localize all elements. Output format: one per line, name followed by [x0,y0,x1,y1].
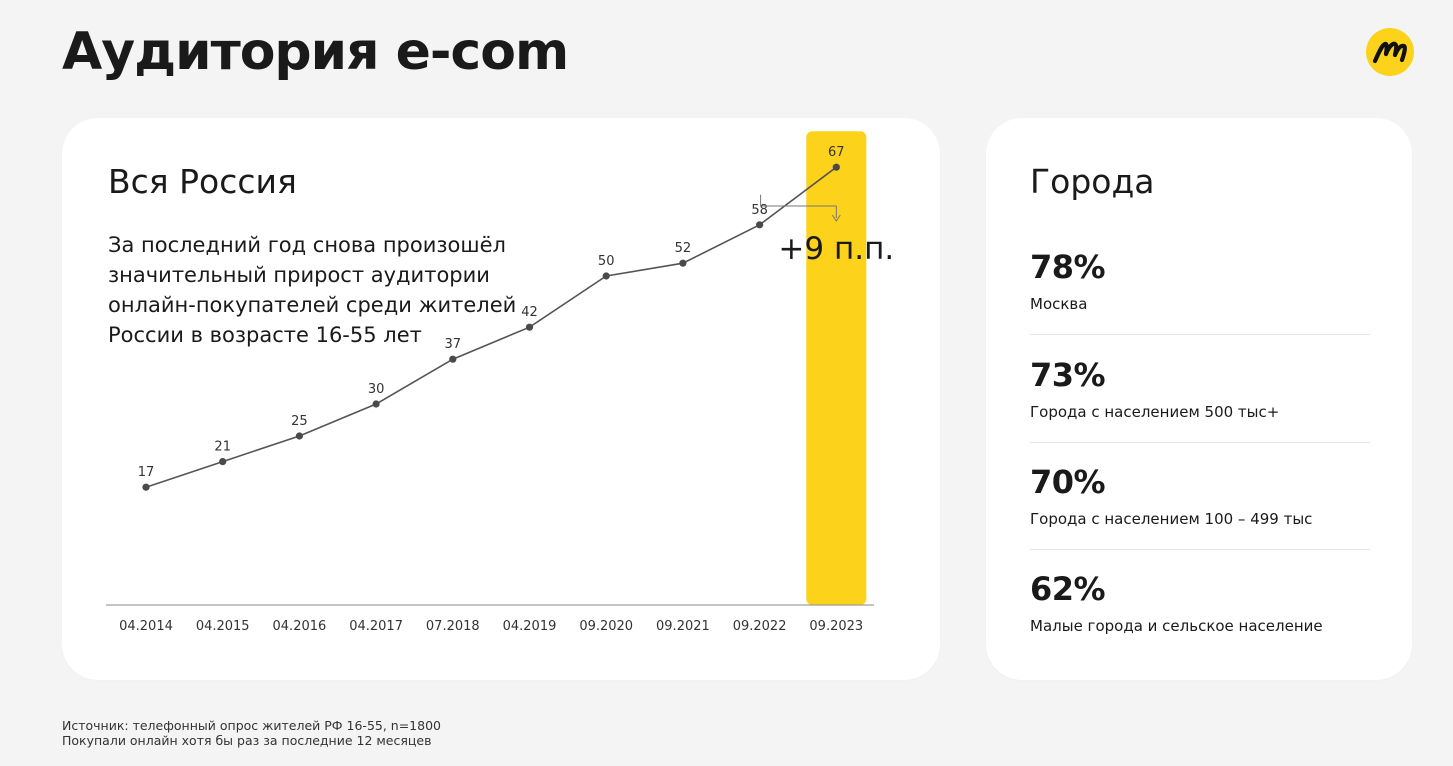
highlight-bar [806,131,867,605]
metric-moscow: 78% Москва [1030,248,1370,314]
x-tick-label: 04.2017 [349,619,403,634]
metric-divider [1030,334,1370,335]
russia-card-title: Вся Россия [108,162,297,201]
data-point [679,259,687,267]
data-point [756,221,764,229]
data-point [219,458,227,466]
cities-card: Города 78% Москва 73% Города с население… [986,118,1412,680]
metric-label: Москва [1030,295,1088,313]
data-label: 58 [751,203,768,218]
data-point [832,163,840,171]
x-tick-label: 04.2014 [119,619,173,634]
x-tick-label: 09.2020 [579,619,633,634]
page-title: Аудитория e-com [62,22,569,82]
annotation-bracket [760,194,837,218]
data-point [142,483,150,491]
data-point [525,323,534,331]
metric-small-towns: 62% Малые города и сельское население [1030,570,1370,636]
footnote: Источник: телефонный опрос жителей РФ 16… [62,718,441,748]
russia-card-description: За последний год снова произошёл значите… [108,233,517,347]
data-label: 21 [214,440,231,455]
metric-value: 73% [1030,356,1106,394]
data-label: 50 [598,254,615,269]
data-label: 25 [291,414,308,429]
delta-annotation: +9 п.п. [778,231,894,267]
data-label: 42 [521,305,538,320]
data-point [295,432,303,440]
cities-card-title: Города [1030,162,1155,201]
footnote-source: Источник: телефонный опрос жителей РФ 16… [62,718,441,733]
metric-value: 62% [1030,570,1106,608]
metric-label: Города с населением 100 – 499 тыс [1030,510,1313,528]
metric-label: Города с населением 500 тыс+ [1030,403,1280,421]
data-label: 17 [138,465,155,480]
data-label: 52 [675,241,692,256]
x-tick-label: 09.2022 [733,619,787,634]
metric-value: 78% [1030,248,1106,286]
x-tick-label: 09.2023 [809,619,863,634]
x-tick-label: 04.2015 [196,619,250,634]
metric-divider [1030,549,1370,550]
footnote-note: Покупали онлайн хотя бы раз за последние… [62,733,432,748]
brand-logo-icon [1366,28,1414,76]
metric-label: Малые города и сельское население [1030,617,1323,635]
data-label: 37 [445,337,462,352]
x-tick-label: 09.2021 [656,619,710,634]
russia-card: Вся Россия За последний год снова произо… [62,118,940,680]
metric-divider [1030,442,1370,443]
x-tick-label: 07.2018 [426,619,480,634]
data-point [449,355,457,363]
data-label: 30 [368,382,385,397]
data-point [372,400,380,408]
metric-500k-cities: 73% Города с населением 500 тыс+ [1030,356,1370,422]
x-tick-label: 04.2016 [273,619,327,634]
x-tick-label: 04.2019 [503,619,557,634]
series-line [145,166,837,488]
annotation-arrow-icon [831,214,841,222]
metric-100-499k-cities: 70% Города с населением 100 – 499 тыс [1030,463,1370,529]
data-point [602,272,610,280]
audience-line-chart: 17 04.2014 21 04.2015 25 04.2016 30 04.2017 37 07… [106,131,894,634]
data-label: 67 [828,145,845,160]
metric-value: 70% [1030,463,1106,501]
